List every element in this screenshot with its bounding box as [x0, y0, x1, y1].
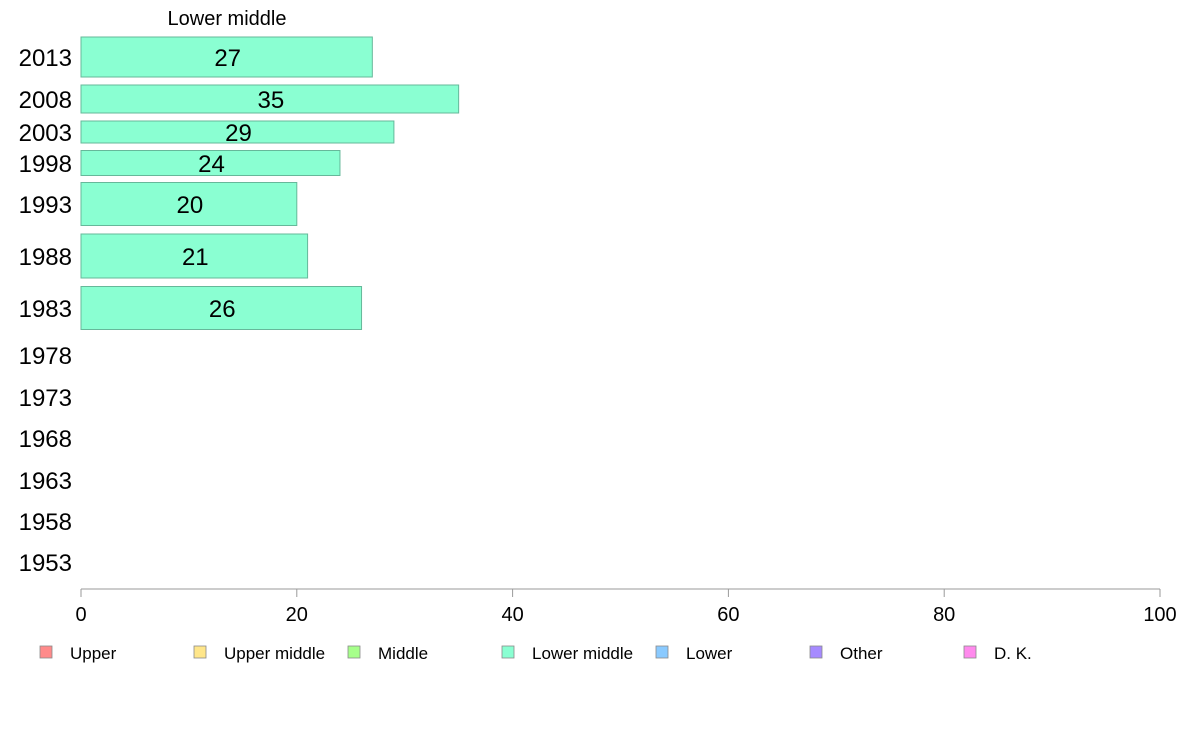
y-tick-label-2013: 2013: [19, 45, 72, 72]
bar-label-1988: 21: [182, 244, 209, 271]
legend-label-lower-middle: Lower middle: [532, 644, 633, 663]
x-tick-label-60: 60: [717, 604, 739, 626]
bar-label-2008: 35: [257, 87, 284, 114]
legend-swatch-d-k: [963, 645, 977, 659]
legend-swatch-upper: [39, 645, 53, 659]
x-tick-label-40: 40: [501, 604, 523, 626]
y-tick-label-1978: 1978: [19, 343, 72, 370]
y-tick-label-1963: 1963: [19, 468, 72, 495]
legend-swatch-lower: [655, 645, 669, 659]
x-tick-label-0: 0: [75, 604, 86, 626]
bar-label-2013: 27: [214, 45, 241, 72]
bar-2003: [80, 120, 395, 144]
x-axis: 0 20 40 60 80 100: [75, 588, 1177, 626]
bar-label-1993: 20: [177, 192, 204, 219]
bar-1998: [80, 150, 341, 176]
legend-label-upper: Upper: [70, 644, 117, 663]
y-tick-label-1993: 1993: [19, 192, 72, 219]
legend-label-d-k: D. K.: [994, 644, 1032, 663]
bar-2013: [80, 36, 373, 78]
legend-label-lower: Lower: [686, 644, 733, 663]
bar-1993: [80, 182, 298, 226]
legend-swatch-lower-middle: [501, 645, 515, 659]
legend-label-middle: Middle: [378, 644, 428, 663]
y-tick-label-1968: 1968: [19, 426, 72, 453]
y-tick-label-2003: 2003: [19, 120, 72, 147]
x-tick-label-80: 80: [933, 604, 955, 626]
y-tick-label-1988: 1988: [19, 244, 72, 271]
x-tick-label-20: 20: [286, 604, 308, 626]
bar-1988: [80, 233, 309, 279]
legend-label-upper-middle: Upper middle: [224, 644, 325, 663]
bar-label-1983: 26: [209, 296, 236, 323]
bar-2008: [80, 84, 460, 114]
y-tick-label-1958: 1958: [19, 509, 72, 536]
chart-title: Lower middle: [168, 8, 287, 30]
y-tick-label-1983: 1983: [19, 296, 72, 323]
bar-label-2003: 29: [225, 120, 252, 147]
bar-label-1998: 24: [198, 151, 225, 178]
x-tick-label-100: 100: [1143, 604, 1176, 626]
legend-swatch-upper-middle: [193, 645, 207, 659]
y-axis-labels: 2013 2008 2003 1998 1993 1988 1983 1978 1973 1968…: [19, 45, 72, 577]
legend-swatch-middle: [347, 645, 361, 659]
y-tick-label-1973: 1973: [19, 385, 72, 412]
y-tick-label-1953: 1953: [19, 550, 72, 577]
legend-label-other: Other: [840, 644, 883, 663]
y-tick-label-1998: 1998: [19, 151, 72, 178]
y-tick-label-2008: 2008: [19, 87, 72, 114]
legend-swatch-other: [809, 645, 823, 659]
bar-1983: [80, 286, 363, 330]
legend: Upper Upper middle Middle Lower middle Lower…: [39, 644, 1032, 663]
